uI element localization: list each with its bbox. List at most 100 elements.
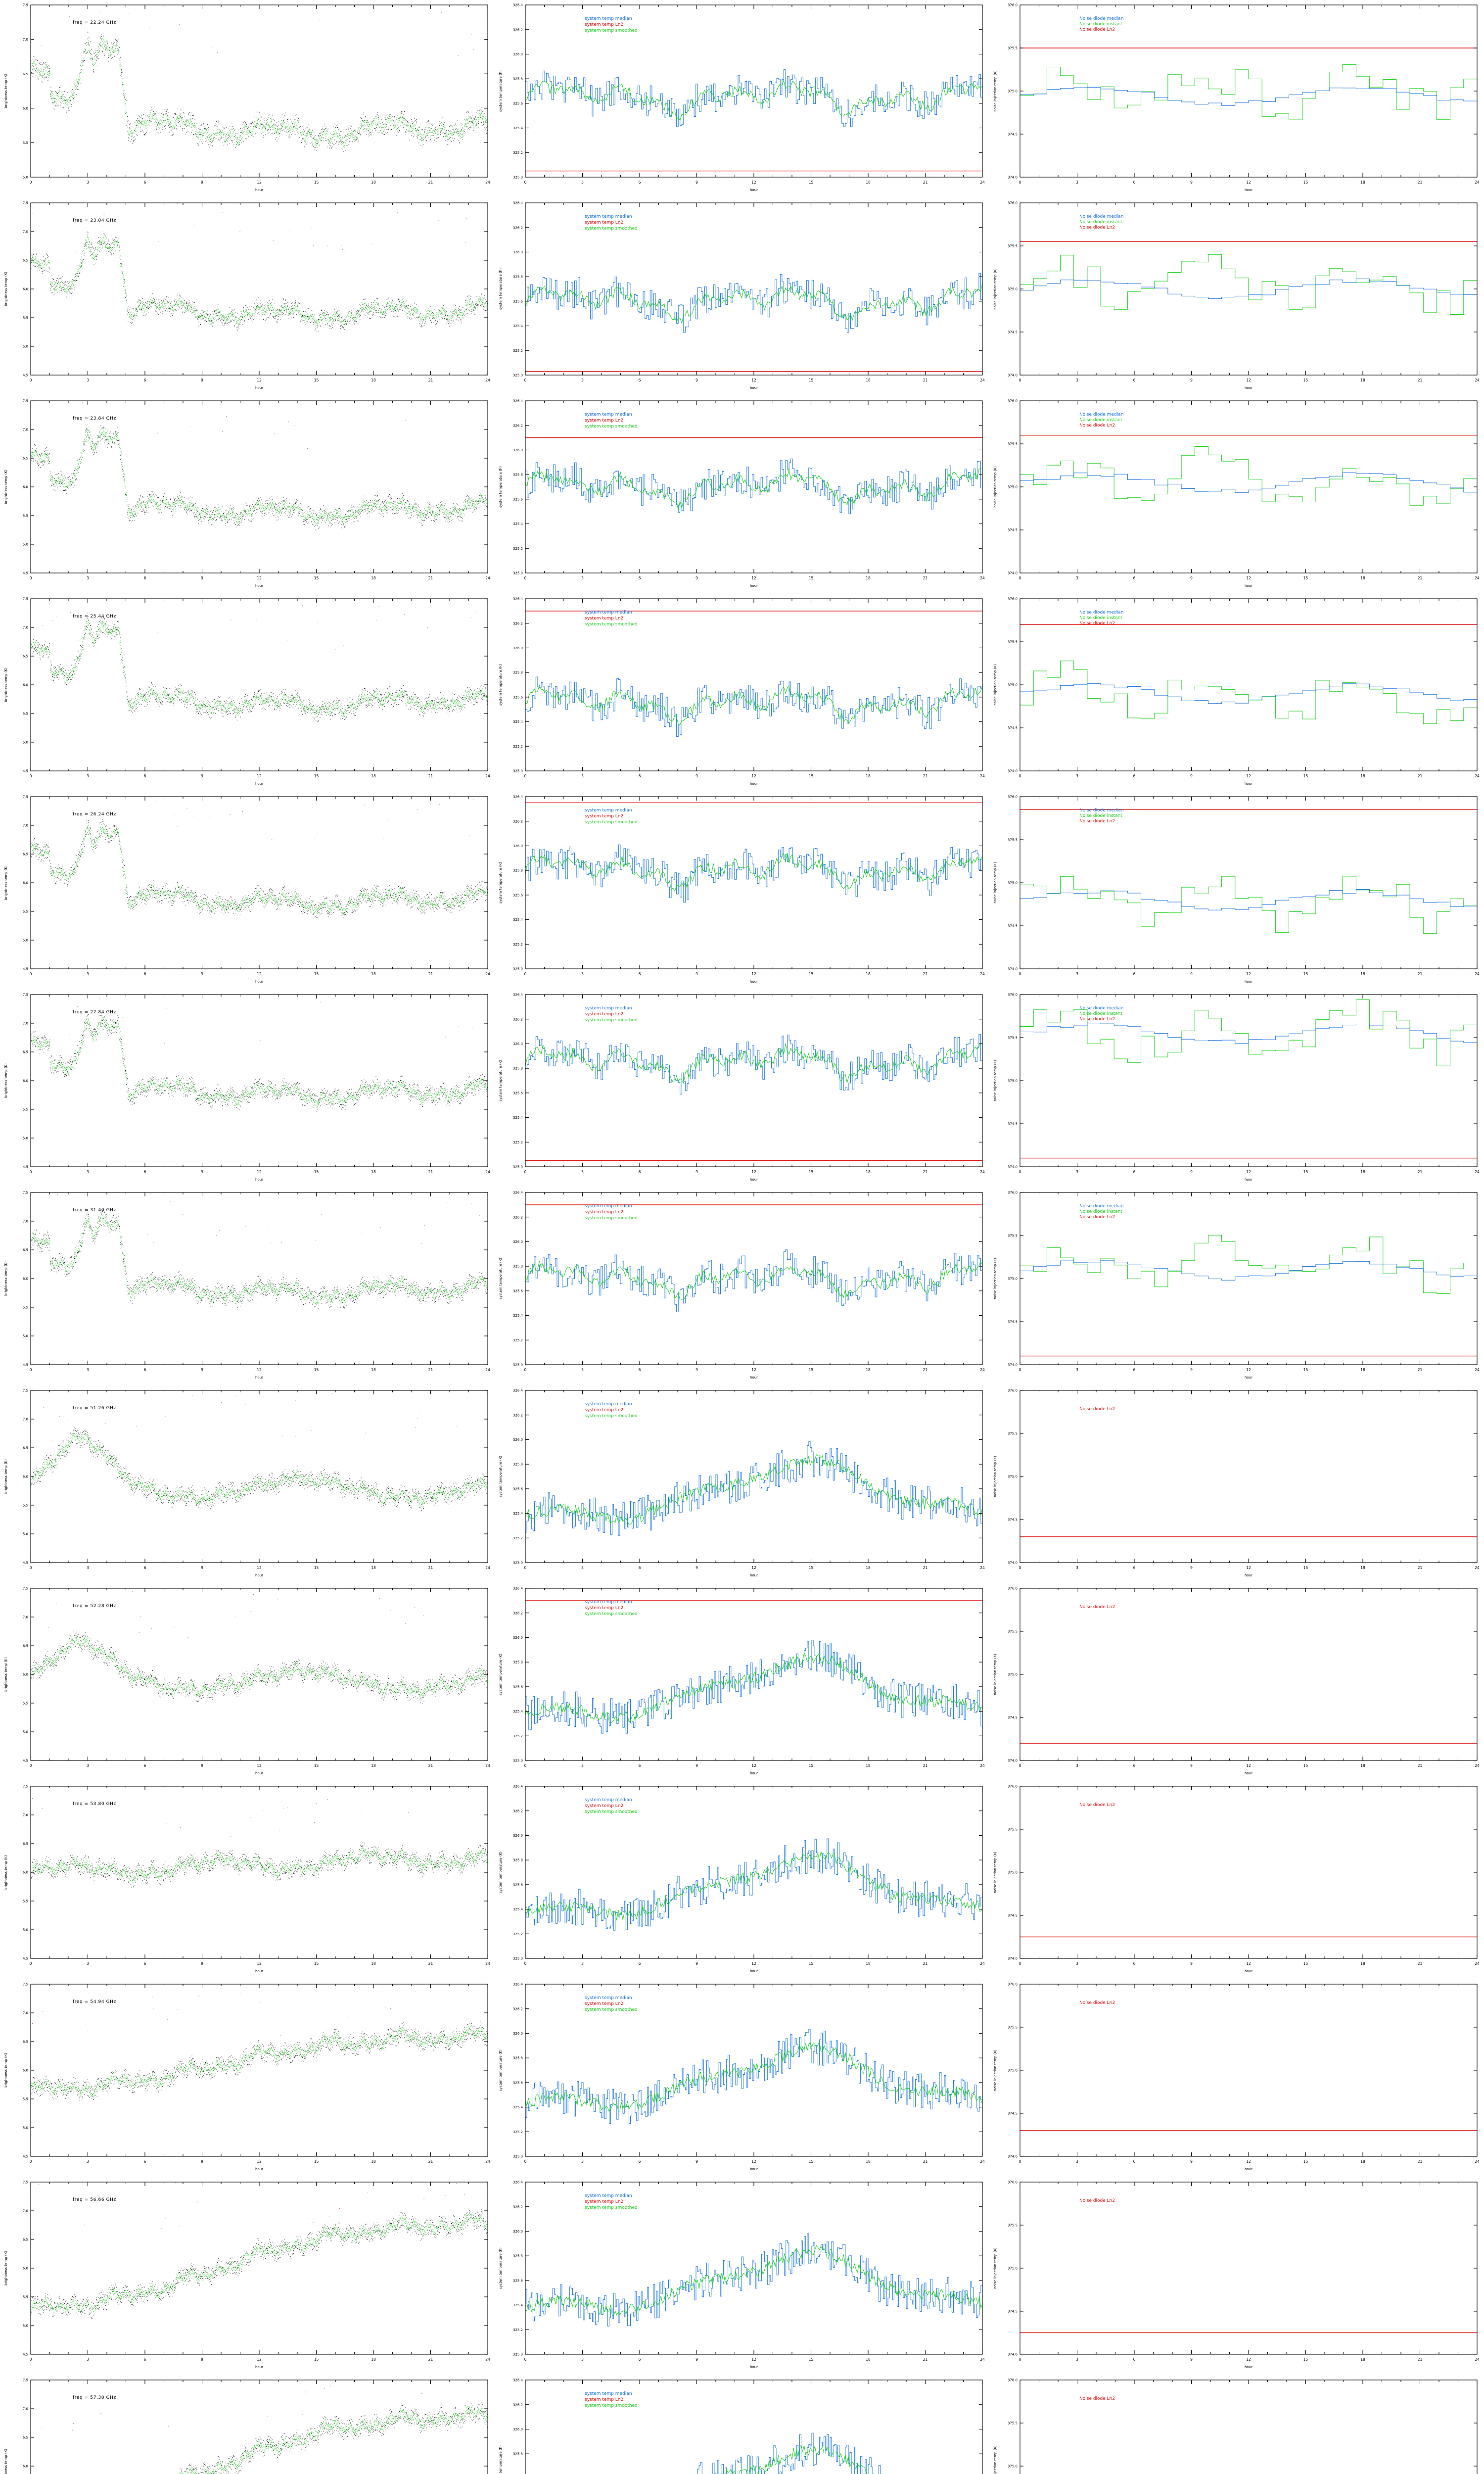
svg-text:6: 6 [1133,180,1136,185]
brightness-panel[interactable]: 4.55.05.56.06.57.07.503691215182124hourb… [0,2375,495,2474]
svg-text:376.0: 376.0 [1008,1587,1018,1591]
svg-text:hour: hour [255,584,263,588]
svg-text:6: 6 [1133,1763,1136,1768]
svg-text:0: 0 [1019,378,1021,382]
svg-text:5.5: 5.5 [23,1702,28,1706]
svg-text:374.0: 374.0 [1008,571,1018,575]
svg-text:hour: hour [255,1376,263,1380]
svg-text:374.0: 374.0 [1008,1165,1018,1169]
svg-text:12: 12 [257,1368,262,1372]
svg-text:15: 15 [314,1368,319,1372]
freq-annotation: freq = 52.28 GHz [73,1604,116,1609]
system-temp-panel[interactable]: 325.0325.2325.4325.6325.8326.0326.2326.4… [495,2375,989,2474]
svg-text:375.5: 375.5 [1008,1234,1018,1238]
svg-text:376.0: 376.0 [1008,201,1018,205]
svg-text:24: 24 [980,180,985,185]
svg-text:24: 24 [1475,774,1480,778]
svg-text:6: 6 [639,1368,641,1372]
svg-text:6: 6 [144,972,146,976]
legend-system-temp-median: system temp median [585,214,632,219]
svg-text:18: 18 [1360,1566,1365,1570]
svg-text:326.0: 326.0 [513,2032,523,2036]
legend-noise-diode-ln2: Noise diode Ln2 [1079,1407,1115,1412]
legend-system-temp-ln2: system temp Ln2 [585,220,623,225]
svg-text:325.6: 325.6 [513,299,523,303]
svg-text:12: 12 [1246,1961,1251,1966]
svg-text:375.5: 375.5 [1008,244,1018,248]
svg-text:326.4: 326.4 [513,993,523,997]
svg-text:15: 15 [809,1368,814,1372]
svg-text:9: 9 [696,2357,698,2362]
plot-row: 4.5 5.0 5.5 6.0 6.5 7.0 7.5 0 3 6 9 12 15 18 21 24 hour b… [0,1781,1484,1979]
svg-text:12: 12 [257,972,262,976]
svg-text:21: 21 [428,1566,433,1570]
svg-text:15: 15 [314,180,319,185]
svg-text:12: 12 [257,1566,262,1570]
svg-text:3: 3 [1076,1763,1078,1768]
svg-text:9: 9 [201,1170,203,1174]
svg-text:12: 12 [751,972,756,976]
svg-text:3: 3 [1076,1368,1078,1372]
svg-text:374.5: 374.5 [1008,1716,1018,1720]
noise-diode-panel[interactable]: 374.0374.5375.0375.5376.003691215182124h… [989,2375,1484,2474]
svg-text:325.6: 325.6 [513,893,523,897]
svg-text:374.0: 374.0 [1008,1561,1018,1565]
legend-noise-diode-instant: Noise diode instant [1079,220,1122,225]
svg-text:374.0: 374.0 [1008,967,1018,971]
plot-row: 4.5 5.0 5.5 6.0 6.5 7.0 7.5 0 3 6 9 12 15 18 21 24 hour b… [0,594,1484,792]
svg-text:24: 24 [980,2357,985,2362]
svg-text:6.0: 6.0 [23,2069,28,2073]
svg-text:7.0: 7.0 [23,824,28,828]
svg-text:6: 6 [1133,1961,1136,1966]
svg-text:376.0: 376.0 [1008,1983,1018,1987]
brightness-panel[interactable]: 5.0 5.5 6.0 6.5 7.0 7.5 0 3 6 9 12 15 18 21 24 hour brig… [0,0,495,198]
legend-noise-diode-instant: Noise diode instant [1079,1209,1122,1214]
svg-text:325.6: 325.6 [513,1289,523,1293]
svg-text:374.0: 374.0 [1008,1363,1018,1367]
svg-text:5.5: 5.5 [23,514,28,518]
svg-text:0: 0 [1019,972,1021,976]
svg-text:noise injection temp (K): noise injection temp (K) [993,1456,997,1497]
svg-text:374.5: 374.5 [1008,726,1018,730]
svg-text:6.0: 6.0 [23,881,28,885]
svg-text:18: 18 [371,2159,376,2164]
svg-text:325.4: 325.4 [513,522,523,526]
svg-text:noise injection temp (K): noise injection temp (K) [993,466,997,508]
svg-text:376.0: 376.0 [1008,597,1018,601]
